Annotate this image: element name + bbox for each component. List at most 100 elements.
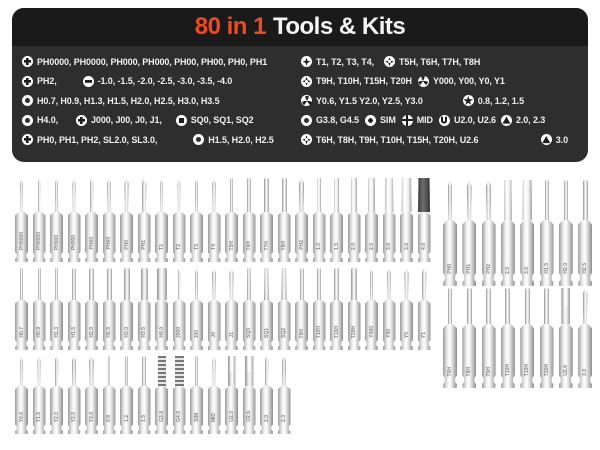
banner-header: 80 in 1 Tools & Kits	[12, 8, 588, 46]
bit-T6H: T6H	[242, 178, 256, 262]
bit-G4.5: G4.5	[172, 356, 186, 434]
bit-PH2: PH2	[481, 180, 496, 286]
hex-icon	[301, 114, 312, 126]
bit-tip	[384, 178, 394, 212]
spec-text: J000, J00, J0, J1,	[91, 115, 162, 126]
bit-body: G3.8	[155, 386, 168, 434]
spec-text: T5H, T6H, T7H, T8H	[399, 56, 481, 67]
spec-row: Y0.6, Y1.5 Y2.0, Y2.5, Y3.0 0.8, 1.2, 1.5	[301, 91, 580, 111]
bit-body: H0.7	[15, 300, 28, 350]
bit-tip	[543, 288, 550, 324]
bit-tip	[37, 178, 41, 212]
bit-Y0: Y0	[400, 268, 413, 350]
bit-tip	[351, 268, 357, 300]
slotted-icon	[82, 75, 94, 87]
bit-Y2.5: Y2.5	[67, 356, 81, 434]
bit-body: 1.2	[120, 386, 133, 434]
bit-label: 1.0	[316, 243, 322, 250]
bit-body: SQ2	[277, 300, 291, 350]
bit-0.8: 0.8	[102, 356, 116, 434]
bit-Y3.0: Y3.0	[85, 356, 98, 434]
hex-icon	[22, 95, 33, 107]
square-icon	[175, 114, 187, 126]
spec-text: U2.0, U2.6	[453, 115, 496, 126]
bit-PH00: PH00	[102, 178, 116, 262]
bit-PH0000: PH0000	[15, 178, 28, 262]
spec-text: 3.0	[555, 134, 568, 145]
spec-row: T9H, T10H, T15H, T20H Y000, Y00, Y0, Y1	[301, 72, 580, 92]
bit-body: H2.0	[558, 220, 573, 286]
bit-label: H3.0	[123, 327, 130, 338]
bit-tip	[227, 356, 236, 386]
bit-body: PH0	[120, 212, 133, 262]
bit-label: T20H	[351, 325, 357, 338]
bit-tip	[247, 178, 251, 212]
bit-T15H: T15H	[330, 268, 343, 350]
bit-T20H: T20H	[347, 268, 361, 350]
bit-body: Y3.0	[85, 386, 98, 434]
spec-row: T6H, T8H, T9H, T10H, T15H, T20H, U2.6 3.0	[301, 130, 580, 150]
bit-tip	[522, 180, 533, 220]
bit-label: U2.6	[562, 365, 569, 376]
spec-text: PH0, PH1, PH2, SL2.0, SL3.0,	[37, 134, 158, 145]
bit-label: Y1	[421, 331, 427, 338]
bit-tip	[448, 288, 452, 324]
bit-3.5: 3.5	[520, 180, 535, 286]
bit-J0: J0	[207, 268, 221, 350]
bit-T2: T2	[172, 178, 186, 262]
bit-SIM: SIM	[190, 356, 203, 434]
bit-tip	[54, 268, 59, 300]
spec-text: H0.7, H0.9, H1.3, H1.5, H2.0, H2.5, H3.0…	[37, 95, 220, 106]
bit-tip	[334, 268, 339, 300]
bit-H1.5: H1.5	[539, 180, 554, 286]
bit-tip	[281, 268, 287, 300]
spec-segment: U2.0, U2.6	[438, 114, 496, 126]
bit-H2.5: H2.5	[578, 180, 593, 286]
bit-label: Y2.5	[71, 411, 77, 422]
spec-segment: T6H, T8H, T9H, T10H, T15H, T20H, U2.6	[301, 134, 478, 146]
bit-tip	[246, 268, 252, 300]
bit-H4.0: H4.0	[155, 268, 168, 350]
bit-body: T3	[190, 212, 203, 262]
spec-segment: PH2,	[22, 75, 57, 87]
bit-body: PH0000	[15, 212, 28, 262]
bit-body: Y0	[400, 300, 413, 350]
bit-tip	[71, 356, 77, 386]
bit-body: U2.0	[225, 386, 238, 434]
spec-segment: J000, J00, J0, J1,	[76, 114, 162, 126]
bit-PH000: PH000	[50, 178, 63, 262]
bit-label: T10H	[316, 325, 322, 338]
count-label: 80 in 1	[194, 13, 267, 40]
bit-body: 2.0	[347, 212, 361, 262]
bit-label: H2.0	[88, 327, 95, 338]
bit-PH1: PH1	[462, 180, 477, 286]
bit-H2.0: H2.0	[85, 268, 98, 350]
bit-PH0: PH0	[443, 180, 457, 286]
bit-body: 3.0	[578, 324, 593, 388]
bit-tip	[160, 178, 163, 212]
bit-PH0000: PH0000	[32, 178, 46, 262]
torx-security-icon	[301, 134, 312, 146]
bit-H0.7: H0.7	[15, 268, 28, 350]
bit-body: T6H	[443, 324, 457, 388]
bit-label: PH0000	[36, 231, 42, 250]
spec-segment: 3.0	[540, 134, 568, 146]
y-type-icon	[301, 95, 312, 107]
spec-segment: MID	[401, 114, 433, 126]
y-type-icon	[417, 75, 429, 87]
bit-tip	[124, 178, 129, 212]
bit-label: PH1	[466, 264, 473, 274]
bit-3.0: 3.0	[382, 178, 396, 262]
bit-tip	[418, 178, 430, 212]
bit-label: T8H	[466, 366, 473, 376]
bit-Y1.5: Y1.5	[32, 356, 46, 434]
bit-tip	[229, 178, 234, 212]
bit-body: 2.0	[260, 386, 273, 434]
bit-tip	[194, 178, 199, 212]
spec-segment: G3.8, G4.5	[301, 114, 359, 126]
bit-label: SQ1	[263, 327, 270, 338]
bit-H3.5: H3.5	[137, 268, 151, 350]
product-banner-panel: 80 in 1 Tools & Kits PH0000, PH0000, PH0…	[12, 8, 588, 162]
bit-label: 3.0	[582, 369, 589, 376]
